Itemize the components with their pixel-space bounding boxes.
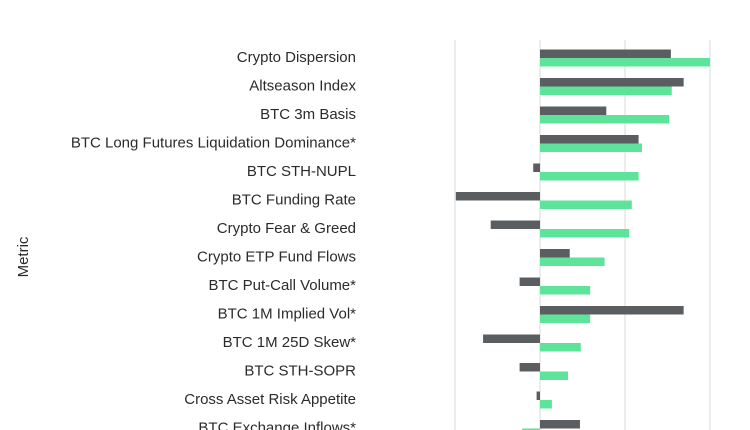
bar — [455, 192, 540, 201]
bar — [540, 49, 671, 58]
y-tick-label: Crypto Fear & Greed — [217, 220, 356, 237]
bar — [490, 220, 540, 229]
bar — [533, 163, 540, 172]
bar — [540, 314, 591, 323]
bar — [540, 78, 684, 87]
bar — [540, 249, 570, 258]
y-tick-label: BTC STH-SOPR — [244, 362, 356, 379]
bar — [540, 286, 591, 295]
bar — [540, 143, 642, 152]
y-axis-label: Metric — [15, 236, 32, 277]
y-tick-label: BTC Put-Call Volume* — [208, 277, 356, 294]
bar — [540, 172, 639, 181]
bar — [519, 277, 540, 286]
y-tick-label: BTC STH-NUPL — [247, 163, 356, 180]
y-tick-label: Cross Asset Risk Appetite — [184, 391, 356, 408]
y-tick-label: BTC Funding Rate — [232, 191, 356, 208]
y-tick-label: Crypto ETP Fund Flows — [197, 248, 356, 265]
bar — [483, 334, 540, 343]
y-tick-label: BTC 1M 25D Skew* — [223, 334, 357, 351]
y-tick-label: BTC 3m Basis — [260, 106, 356, 123]
bar — [540, 371, 569, 380]
bar — [522, 428, 540, 430]
y-tick-label: BTC 1M Implied Vol* — [218, 305, 357, 322]
bar — [540, 400, 552, 409]
bar — [540, 200, 632, 209]
bar — [540, 106, 607, 115]
bar — [540, 135, 639, 144]
bar — [540, 115, 670, 124]
bar — [540, 257, 605, 266]
bar — [536, 391, 540, 400]
y-tick-label: BTC Exchange Inflows* — [198, 419, 356, 430]
bar — [540, 229, 630, 238]
bar — [540, 343, 581, 352]
y-tick-label: Crypto Dispersion — [237, 49, 356, 66]
bar — [519, 363, 540, 372]
bar — [540, 86, 672, 95]
y-tick-label: BTC Long Futures Liquidation Dominance* — [71, 134, 356, 151]
bar — [540, 58, 710, 67]
y-tick-label: Altseason Index — [249, 77, 356, 94]
bar — [540, 306, 684, 315]
bar — [540, 420, 580, 429]
